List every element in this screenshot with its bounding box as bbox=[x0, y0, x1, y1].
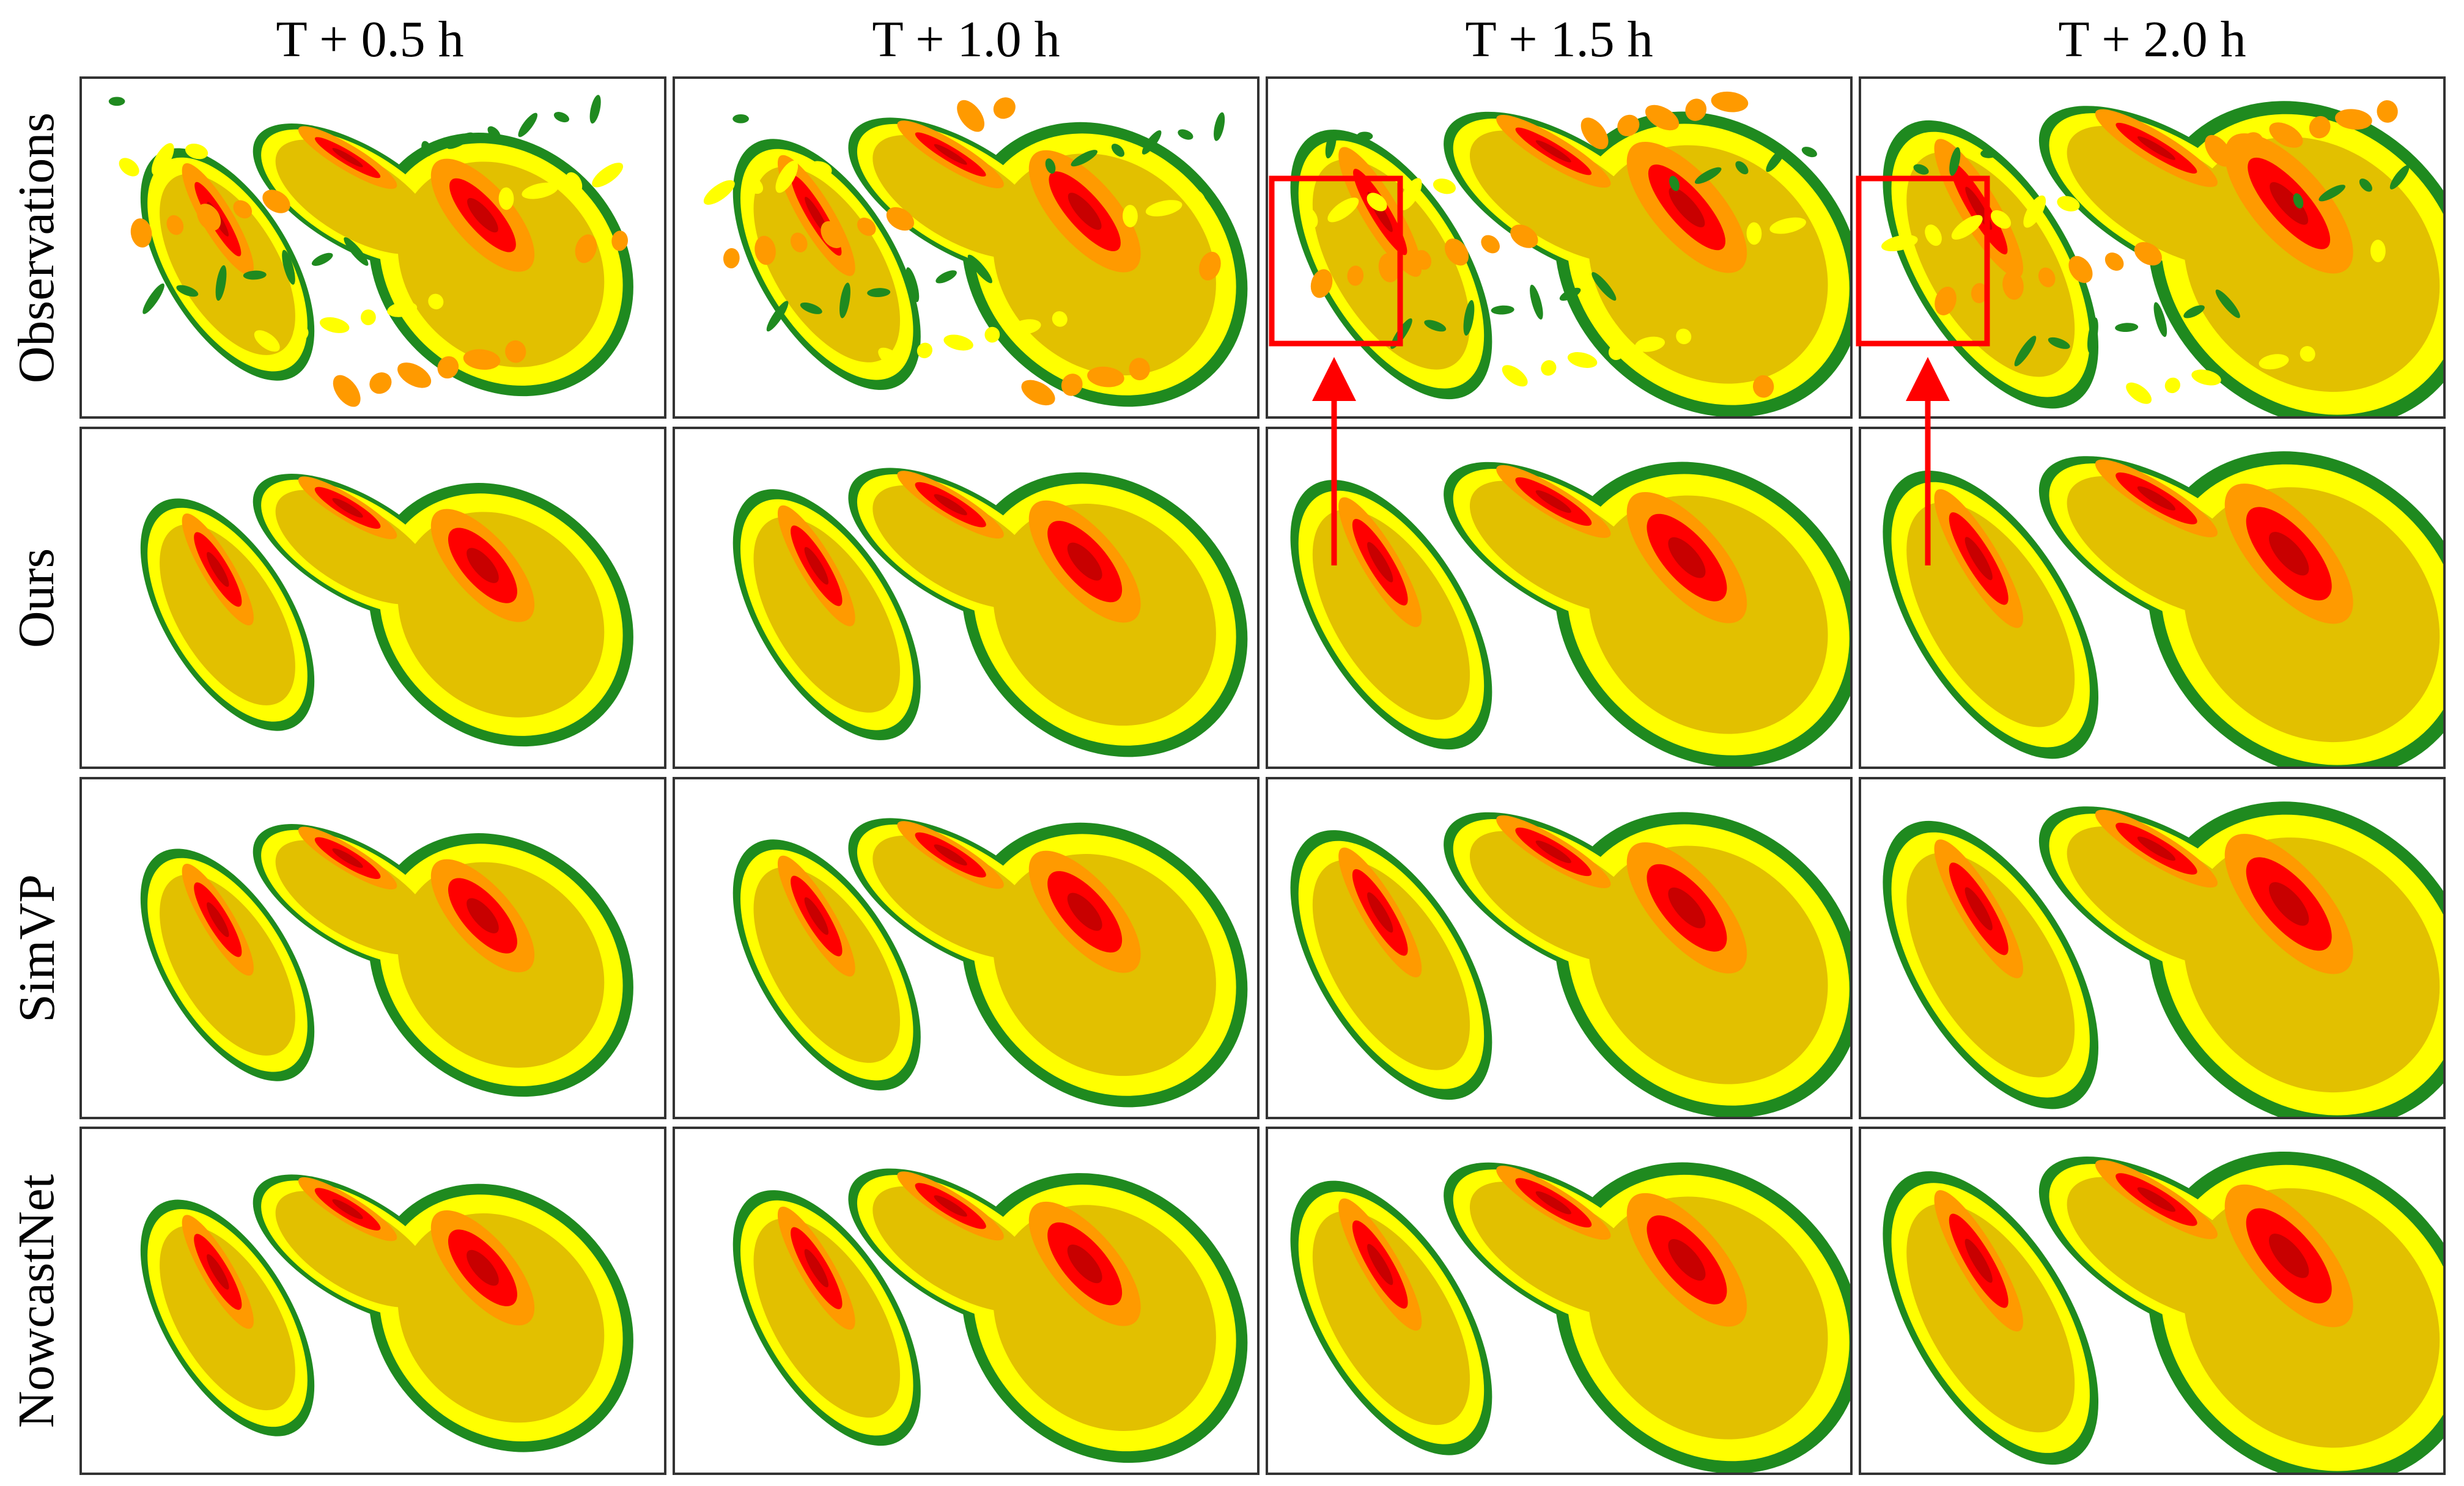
panel-observations-2 bbox=[1266, 76, 1853, 419]
row-title-nowcastnet: NowcastNet bbox=[8, 1174, 65, 1428]
panel-simvp-2 bbox=[1266, 777, 1853, 1119]
col-title-3: T + 2.0 h bbox=[2058, 11, 2246, 68]
panel-observations-0 bbox=[79, 76, 666, 419]
col-title-2: T + 1.5 h bbox=[1465, 11, 1653, 68]
panel-ours-1 bbox=[673, 427, 1260, 769]
panel-nowcastnet-2 bbox=[1266, 1127, 1853, 1475]
panel-ours-2 bbox=[1266, 427, 1853, 769]
col-title-0: T + 0.5 h bbox=[276, 11, 464, 68]
row-title-ours: Ours bbox=[8, 548, 65, 648]
panel-nowcastnet-1 bbox=[673, 1127, 1260, 1475]
panel-ours-0 bbox=[79, 427, 666, 769]
panel-nowcastnet-0 bbox=[79, 1127, 666, 1475]
panel-nowcastnet-3 bbox=[1859, 1127, 2446, 1475]
panel-simvp-1 bbox=[673, 777, 1260, 1119]
panel-simvp-0 bbox=[79, 777, 666, 1119]
panel-observations-3 bbox=[1859, 76, 2446, 419]
col-title-1: T + 1.0 h bbox=[872, 11, 1060, 68]
row-title-simvp: SimVP bbox=[8, 874, 65, 1023]
panel-observations-1 bbox=[673, 76, 1260, 419]
panel-ours-3 bbox=[1859, 427, 2446, 769]
panel-simvp-3 bbox=[1859, 777, 2446, 1119]
row-title-observations: Observations bbox=[8, 112, 65, 383]
